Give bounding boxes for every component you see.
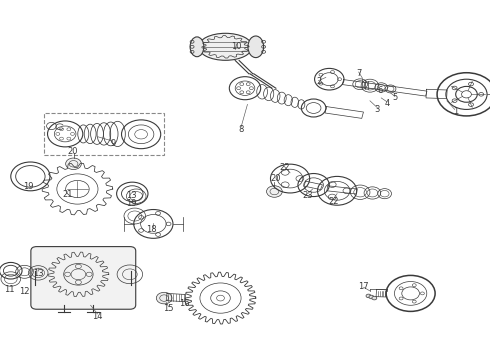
Ellipse shape: [248, 36, 264, 58]
Text: 19: 19: [23, 182, 34, 192]
Ellipse shape: [267, 186, 282, 197]
Ellipse shape: [66, 158, 81, 170]
Text: 13: 13: [126, 192, 137, 200]
Text: 14: 14: [92, 311, 102, 320]
Text: 10: 10: [231, 41, 242, 50]
Text: 18: 18: [147, 225, 157, 234]
Text: 2: 2: [317, 77, 322, 86]
Text: 19: 19: [126, 198, 137, 207]
Ellipse shape: [369, 295, 374, 299]
Text: 15: 15: [163, 305, 174, 313]
Text: 4: 4: [385, 99, 390, 108]
FancyBboxPatch shape: [31, 247, 136, 309]
Text: 20: 20: [67, 148, 78, 156]
Text: 8: 8: [239, 125, 244, 134]
Text: 21: 21: [62, 189, 73, 198]
Text: 20: 20: [270, 174, 281, 183]
Ellipse shape: [366, 294, 371, 298]
Ellipse shape: [190, 37, 204, 57]
Text: 22: 22: [328, 197, 339, 206]
Text: 23: 23: [302, 192, 313, 200]
Text: 12: 12: [19, 287, 29, 296]
Ellipse shape: [372, 296, 377, 300]
Text: 7: 7: [356, 68, 361, 77]
Text: 17: 17: [358, 282, 369, 291]
Text: 3: 3: [375, 104, 380, 114]
Ellipse shape: [156, 292, 172, 304]
Text: 11: 11: [4, 285, 15, 294]
Text: 1: 1: [453, 107, 458, 116]
Text: 13: 13: [33, 269, 44, 278]
Text: 9: 9: [110, 139, 115, 148]
Text: 5: 5: [392, 94, 397, 102]
Text: 6: 6: [378, 86, 383, 95]
Text: 16: 16: [179, 299, 190, 308]
Bar: [44, 113, 164, 155]
Text: 22: 22: [279, 163, 290, 172]
Ellipse shape: [198, 33, 252, 60]
